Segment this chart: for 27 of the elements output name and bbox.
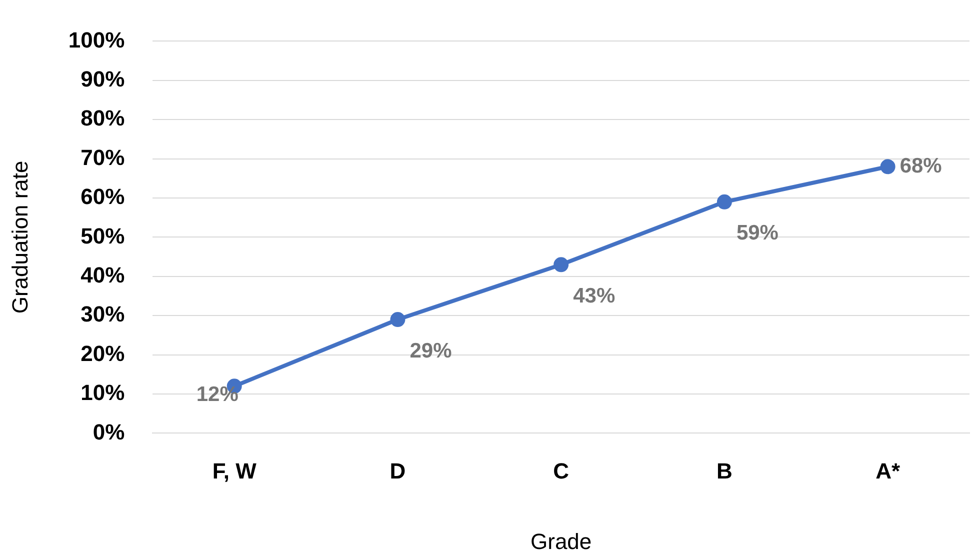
- data-label: 59%: [736, 222, 779, 245]
- y-tick-label: 20%: [80, 340, 125, 366]
- y-tick-label: 70%: [80, 144, 125, 170]
- x-tick-label: C: [553, 458, 570, 484]
- x-tick-label: D: [390, 458, 406, 484]
- x-tick-label: A*: [876, 458, 900, 484]
- y-tick-label: 100%: [68, 27, 125, 52]
- y-tick-label: 60%: [80, 184, 125, 210]
- y-tick-label: 80%: [80, 106, 125, 131]
- y-tick-label: 40%: [80, 262, 125, 288]
- y-tick-label: 0%: [92, 419, 125, 444]
- data-label: 12%: [196, 382, 239, 406]
- point: [390, 312, 406, 328]
- data-label: 43%: [573, 284, 616, 308]
- x-tick-label: F, W: [212, 458, 257, 484]
- data-label: 29%: [410, 339, 452, 362]
- y-tick-label: 30%: [80, 302, 125, 327]
- y-tick-label: 50%: [80, 223, 125, 248]
- data-label: 68%: [900, 154, 942, 178]
- point: [716, 194, 732, 210]
- point: [554, 257, 569, 272]
- point: [880, 159, 896, 174]
- x-tick-label: B: [716, 458, 732, 484]
- y-tick-label: 90%: [80, 66, 125, 92]
- y-axis-title: Graduation rate: [7, 160, 32, 314]
- y-tick-label: 10%: [80, 380, 125, 406]
- x-axis-title: Grade: [530, 528, 592, 554]
